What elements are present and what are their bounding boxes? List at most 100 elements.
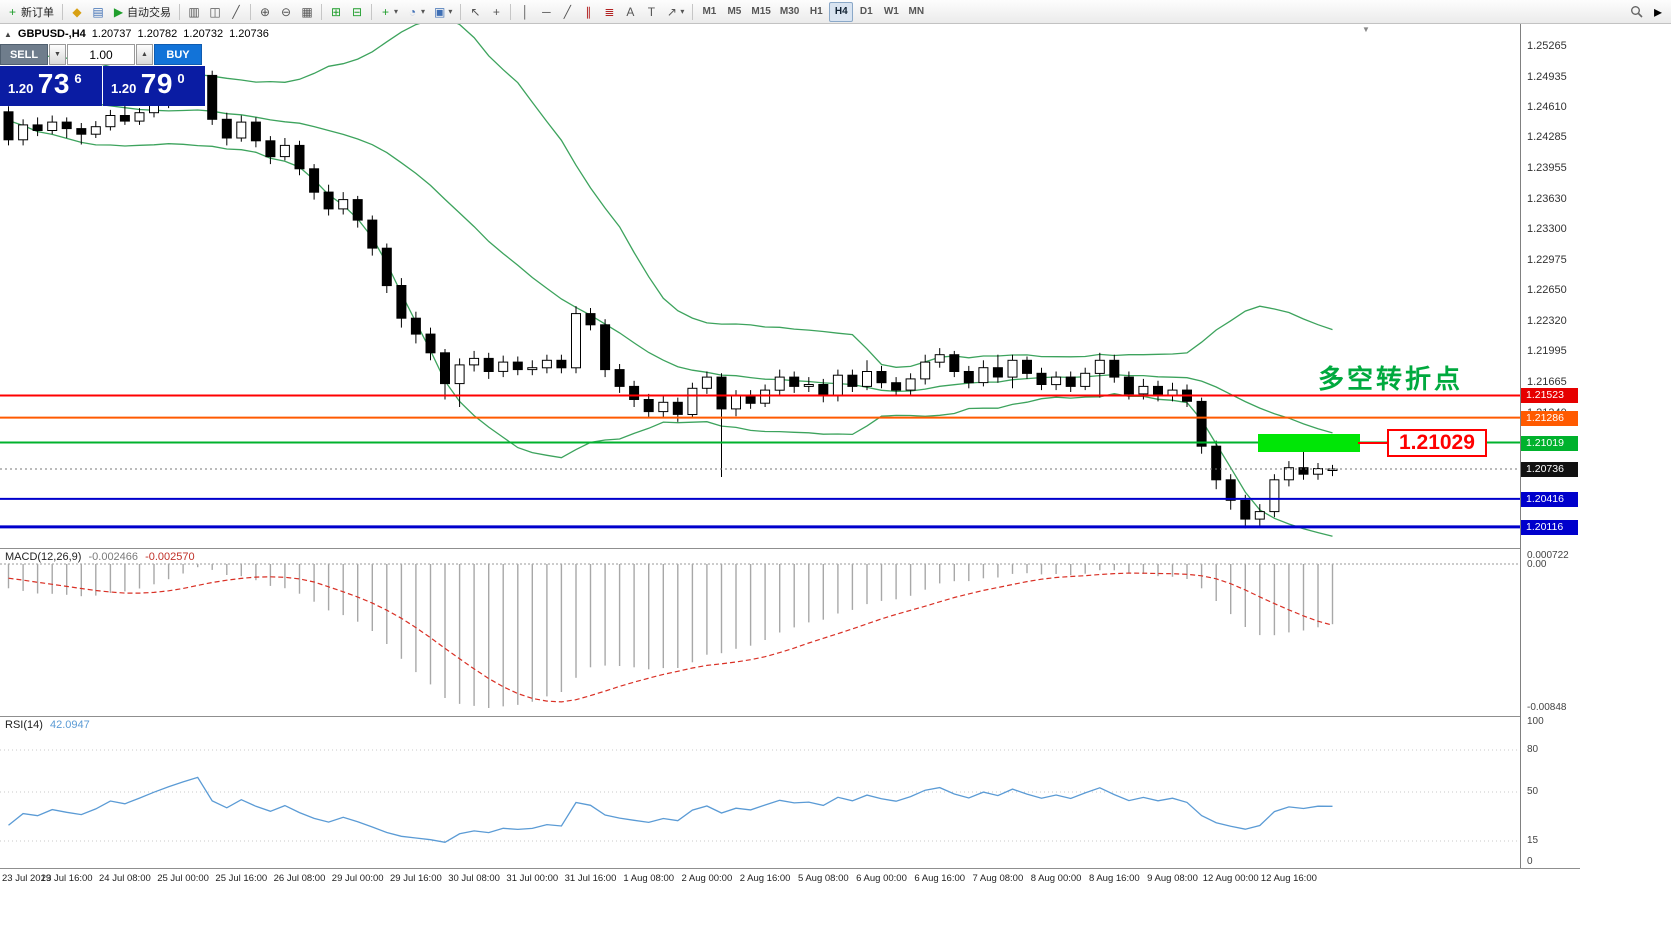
candlestick-chart[interactable] <box>0 24 1520 548</box>
candle-body <box>1196 400 1207 447</box>
text-button[interactable]: A <box>620 2 640 22</box>
candle-body <box>76 128 87 135</box>
time-axis-label: 31 Jul 00:00 <box>506 873 559 884</box>
candle-body <box>221 118 232 139</box>
timeframe-m5-button[interactable]: M5 <box>727 6 742 17</box>
price-axis-label: 1.21665 <box>1527 376 1567 389</box>
candle-body <box>585 313 596 326</box>
pane-separator[interactable] <box>0 548 1580 549</box>
market-watch-button[interactable]: ◆ <box>67 2 87 22</box>
zoom-out-button[interactable]: ⊖ <box>276 2 296 22</box>
volume-increase-button[interactable]: ▲ <box>136 44 153 65</box>
trendline-button[interactable]: ╱ <box>557 2 577 22</box>
add-indicator-button[interactable]: + ▾ <box>376 2 402 22</box>
timeframe-m1-button[interactable]: M1 <box>702 6 717 17</box>
candle-body <box>978 367 989 384</box>
time-axis-label: 2 Aug 16:00 <box>739 873 791 884</box>
autotrading-button-label: 自动交易 <box>127 6 171 19</box>
volume-decrease-button[interactable]: ▼ <box>49 44 66 65</box>
zoom-in-button[interactable]: ⊕ <box>255 2 275 22</box>
sell-price-display[interactable]: 1.20 73 6 <box>0 66 102 106</box>
buy-button[interactable]: BUY <box>154 44 202 65</box>
text-label-icon: T <box>647 4 656 19</box>
candle-body <box>90 126 101 135</box>
crosshair-button[interactable]: + <box>486 2 506 22</box>
time-axis-label: 6 Aug 00:00 <box>856 873 907 884</box>
vertical-line-button[interactable]: │ <box>515 2 535 22</box>
candle-body <box>1269 479 1280 513</box>
rsi-name: RSI(14) <box>5 719 43 731</box>
price-axis[interactable]: 1.25265 1.24935 1.24610 1.24285 1.23955 1.236… <box>1520 24 1671 548</box>
candle-body <box>1138 385 1149 395</box>
candle-body <box>934 354 945 363</box>
macd-signal-value: -0.002570 <box>145 551 195 563</box>
candlestick-chart-button[interactable]: ◫ <box>205 2 225 22</box>
sell-price-sup: 6 <box>74 71 82 86</box>
price-tag-1.21523: 1.21523 <box>1521 388 1578 404</box>
arrows-button[interactable]: ↗ ▾ <box>662 2 688 22</box>
price-axis-label: 1.23630 <box>1527 192 1567 205</box>
macd-chart[interactable] <box>0 548 1520 716</box>
cursor-button[interactable]: ↖ <box>465 2 485 22</box>
rsi-chart[interactable] <box>0 716 1520 868</box>
periods-button[interactable]: ◔ ▾ <box>403 2 429 22</box>
price-tag-1.20416: 1.20416 <box>1521 491 1578 507</box>
quote-close: 1.20736 <box>229 28 269 40</box>
volume-input[interactable] <box>67 44 135 65</box>
horizontal-line-icon: ─ <box>542 4 551 19</box>
channel-button[interactable]: ∥ <box>578 2 598 22</box>
autotrading-button[interactable]: ▶ 自动交易 <box>109 2 175 22</box>
toolbar: + 新订单 ◆ ▤ ▶ 自动交易 ▥ ◫ ╱ ⊕ ⊖ ▦ ⊞ ⊟ + ▾ ◔ ▾ ▣ ▾ ↖ + │ ─ ╱ ∥ ≣ A T ↗ ▾ M1 M5… <box>0 0 1671 24</box>
candle-body <box>1109 359 1120 378</box>
candle-body <box>1153 385 1163 397</box>
timeframe-h1-button[interactable]: H1 <box>809 6 823 17</box>
time-axis-label: 12 Aug 00:00 <box>1202 873 1259 884</box>
highlight-zone[interactable] <box>1258 433 1360 452</box>
quote-high: 1.20782 <box>137 28 178 40</box>
vertical-line-icon: │ <box>521 4 530 19</box>
time-axis-label: 24 Jul 08:00 <box>99 873 151 884</box>
candle-body <box>483 357 494 372</box>
channel-icon: ∥ <box>585 4 592 19</box>
line-chart-button[interactable]: ╱ <box>226 2 246 22</box>
timeframe-d1-button[interactable]: D1 <box>859 6 873 17</box>
price-tag-1.21019: 1.21019 <box>1521 435 1578 451</box>
horizontal-line-button[interactable]: ─ <box>536 2 556 22</box>
timeframe-w1-button[interactable]: W1 <box>883 6 899 17</box>
text-label-button[interactable]: T <box>641 2 661 22</box>
timeframe-m15-button[interactable]: M15 <box>751 6 771 17</box>
candle-body <box>309 168 320 193</box>
macd-name: MACD(12,26,9) <box>5 551 82 563</box>
timeframe-h4-button[interactable]: H4 <box>829 1 854 22</box>
tile-windows-button[interactable]: ▦ <box>297 2 317 22</box>
chart-shift-marker-icon[interactable]: ▼ <box>1362 25 1370 34</box>
candle-body <box>279 144 290 158</box>
candle-body <box>1051 376 1062 386</box>
auto-arrange-button[interactable]: ⊟ <box>347 2 367 22</box>
new-order-button[interactable]: + 新订单 <box>3 2 58 22</box>
symbol-search-button[interactable] <box>1626 2 1647 22</box>
zoom-out-icon: ⊖ <box>280 4 292 19</box>
candle-body <box>905 378 916 391</box>
candle-body <box>658 401 669 413</box>
timeframe-mn-button[interactable]: MN <box>908 6 925 17</box>
candle-body <box>498 361 509 372</box>
candle-body <box>1283 467 1294 481</box>
pane-separator[interactable] <box>0 716 1580 717</box>
bar-chart-button[interactable]: ▥ <box>184 2 204 22</box>
buy-price-display[interactable]: 1.20 79 0 <box>103 66 205 106</box>
sell-button[interactable]: SELL <box>0 44 48 65</box>
toolbar-overflow-button[interactable]: ▸ <box>1653 3 1663 21</box>
macd-indicator-label: MACD(12,26,9) -0.002466 -0.002570 <box>5 551 195 563</box>
price-callout[interactable]: 1.21029 <box>1387 428 1487 457</box>
candle-body <box>1065 376 1076 387</box>
templates-button[interactable]: ▣ ▾ <box>430 2 456 22</box>
candle-body <box>119 115 130 122</box>
collapse-arrow-icon[interactable]: ▲ <box>4 29 12 39</box>
candle-body <box>920 361 931 380</box>
time-axis[interactable]: 23 Jul 2019 23 Jul 16:00 24 Jul 08:00 25 Ju… <box>0 868 1580 890</box>
fibonacci-button[interactable]: ≣ <box>599 2 619 22</box>
timeframe-m30-button[interactable]: M30 <box>779 6 800 17</box>
arrange-charts-button[interactable]: ⊞ <box>326 2 346 22</box>
data-window-button[interactable]: ▤ <box>88 2 108 22</box>
